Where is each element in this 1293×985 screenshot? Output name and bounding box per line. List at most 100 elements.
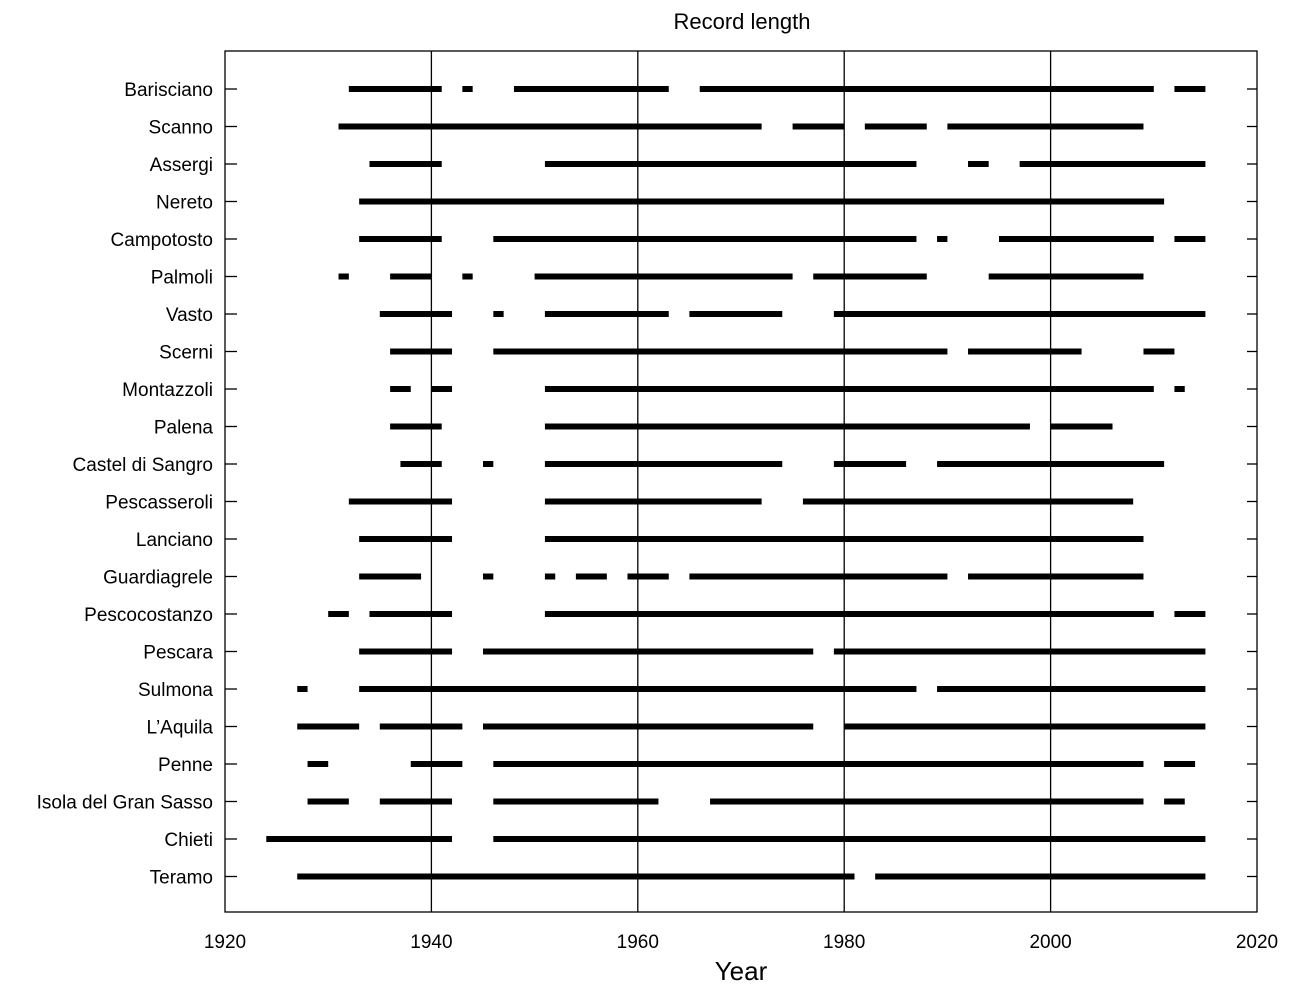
x-tick-label-1940: 1940 bbox=[410, 932, 452, 953]
record-bar bbox=[1174, 236, 1206, 242]
record-bar bbox=[544, 386, 1154, 392]
record-bar bbox=[699, 86, 1154, 92]
record-bar bbox=[369, 161, 442, 167]
record-bar bbox=[359, 198, 1165, 205]
record-bar bbox=[493, 348, 948, 355]
chart-title: Record length bbox=[674, 9, 811, 34]
record-bar bbox=[338, 123, 762, 130]
y-tick-label: Teramo bbox=[150, 868, 213, 889]
record-bar bbox=[390, 273, 432, 280]
record-bar bbox=[947, 123, 1144, 130]
record-bar bbox=[833, 648, 1206, 655]
record-bar bbox=[968, 348, 1082, 355]
record-bar bbox=[307, 761, 329, 767]
record-bar bbox=[307, 798, 349, 805]
y-tick-label: Isola del Gran Sasso bbox=[37, 793, 213, 814]
record-bar bbox=[988, 273, 1144, 280]
record-bar bbox=[493, 798, 659, 805]
record-bar bbox=[369, 611, 453, 617]
record-bar bbox=[937, 461, 1165, 467]
record-bar bbox=[348, 498, 453, 505]
record-bar bbox=[544, 498, 762, 505]
plot-frame bbox=[224, 50, 1258, 913]
record-bar bbox=[483, 573, 494, 580]
record-bar bbox=[266, 836, 453, 842]
record-bar bbox=[1019, 161, 1206, 167]
record-bar bbox=[689, 573, 948, 580]
record-bar bbox=[379, 311, 453, 317]
record-bar bbox=[483, 648, 814, 655]
record-bar bbox=[689, 311, 783, 317]
record-bar bbox=[359, 573, 422, 580]
record-bar bbox=[875, 873, 1206, 880]
y-tick-label: Assergi bbox=[150, 155, 213, 176]
record-bar bbox=[483, 723, 814, 730]
record-bar bbox=[1174, 386, 1185, 392]
y-tick-label: L’Aquila bbox=[146, 718, 213, 739]
y-tick-label: Palena bbox=[154, 418, 214, 439]
y-tick-label: Barisciano bbox=[124, 80, 213, 101]
x-tick-label-1920: 1920 bbox=[204, 932, 246, 953]
tick-labels: 1920 1940 1960 1980 2000 2020 Barisciano Scanno… bbox=[37, 80, 1279, 953]
y-tick-label: Lanciano bbox=[136, 530, 213, 551]
record-bar bbox=[544, 536, 1144, 542]
record-bar bbox=[410, 761, 463, 767]
record-bar bbox=[544, 311, 669, 317]
record-bar bbox=[462, 273, 473, 280]
y-tick-label: Campotosto bbox=[111, 230, 213, 251]
record-bar bbox=[833, 311, 1206, 317]
record-bar bbox=[833, 461, 907, 467]
record-bar bbox=[390, 386, 411, 392]
record-bar bbox=[1050, 423, 1113, 430]
record-bar bbox=[297, 723, 360, 730]
x-tick-label-1960: 1960 bbox=[617, 932, 659, 953]
record-bar bbox=[1174, 611, 1206, 617]
y-tick-label: Pescocostanzo bbox=[84, 605, 213, 626]
record-bar bbox=[1164, 761, 1196, 767]
record-bar bbox=[534, 273, 793, 280]
record-bar bbox=[710, 798, 1144, 805]
y-tick-label: Chieti bbox=[164, 830, 213, 851]
record-bar bbox=[513, 86, 669, 92]
record-bar bbox=[544, 161, 917, 167]
record-bar bbox=[390, 348, 453, 355]
record-bar bbox=[792, 123, 845, 130]
y-tick-label: Sulmona bbox=[138, 680, 213, 701]
record-bar bbox=[493, 236, 917, 242]
record-bar bbox=[627, 573, 669, 580]
y-tick-label: Guardiagrele bbox=[103, 568, 213, 589]
x-tick-label-1980: 1980 bbox=[823, 932, 865, 953]
y-tick-label: Castel di Sangro bbox=[73, 455, 213, 476]
record-bar bbox=[813, 273, 927, 280]
record-bar bbox=[1174, 86, 1206, 92]
record-bar bbox=[359, 648, 453, 655]
y-tick-label: Vasto bbox=[166, 305, 213, 326]
record-bar bbox=[544, 423, 1030, 430]
record-bar bbox=[462, 86, 473, 92]
record-bar bbox=[937, 686, 1206, 692]
record-bar bbox=[379, 723, 463, 730]
record-bar bbox=[864, 123, 927, 130]
y-tick-label: Pescasseroli bbox=[105, 493, 213, 514]
y-tick-label: Scerni bbox=[159, 343, 213, 364]
record-bars bbox=[266, 86, 1206, 880]
y-tick-label: Nereto bbox=[156, 193, 213, 214]
x-tick-label-2000: 2000 bbox=[1029, 932, 1071, 953]
record-bar bbox=[483, 461, 494, 467]
record-bar bbox=[802, 498, 1134, 505]
record-bar bbox=[968, 161, 989, 167]
record-bar bbox=[493, 311, 504, 317]
axis-ticks bbox=[225, 88, 1257, 878]
record-bar bbox=[359, 686, 917, 692]
record-bar bbox=[844, 723, 1206, 730]
y-tick-label: Montazzoli bbox=[122, 380, 213, 401]
record-bar bbox=[297, 686, 308, 692]
y-tick-label: Pescara bbox=[143, 643, 213, 664]
record-bar bbox=[544, 611, 1154, 617]
x-axis-label: Year bbox=[715, 956, 768, 985]
record-bar bbox=[348, 86, 442, 92]
record-bar bbox=[359, 536, 453, 542]
record-bar bbox=[1164, 798, 1185, 805]
